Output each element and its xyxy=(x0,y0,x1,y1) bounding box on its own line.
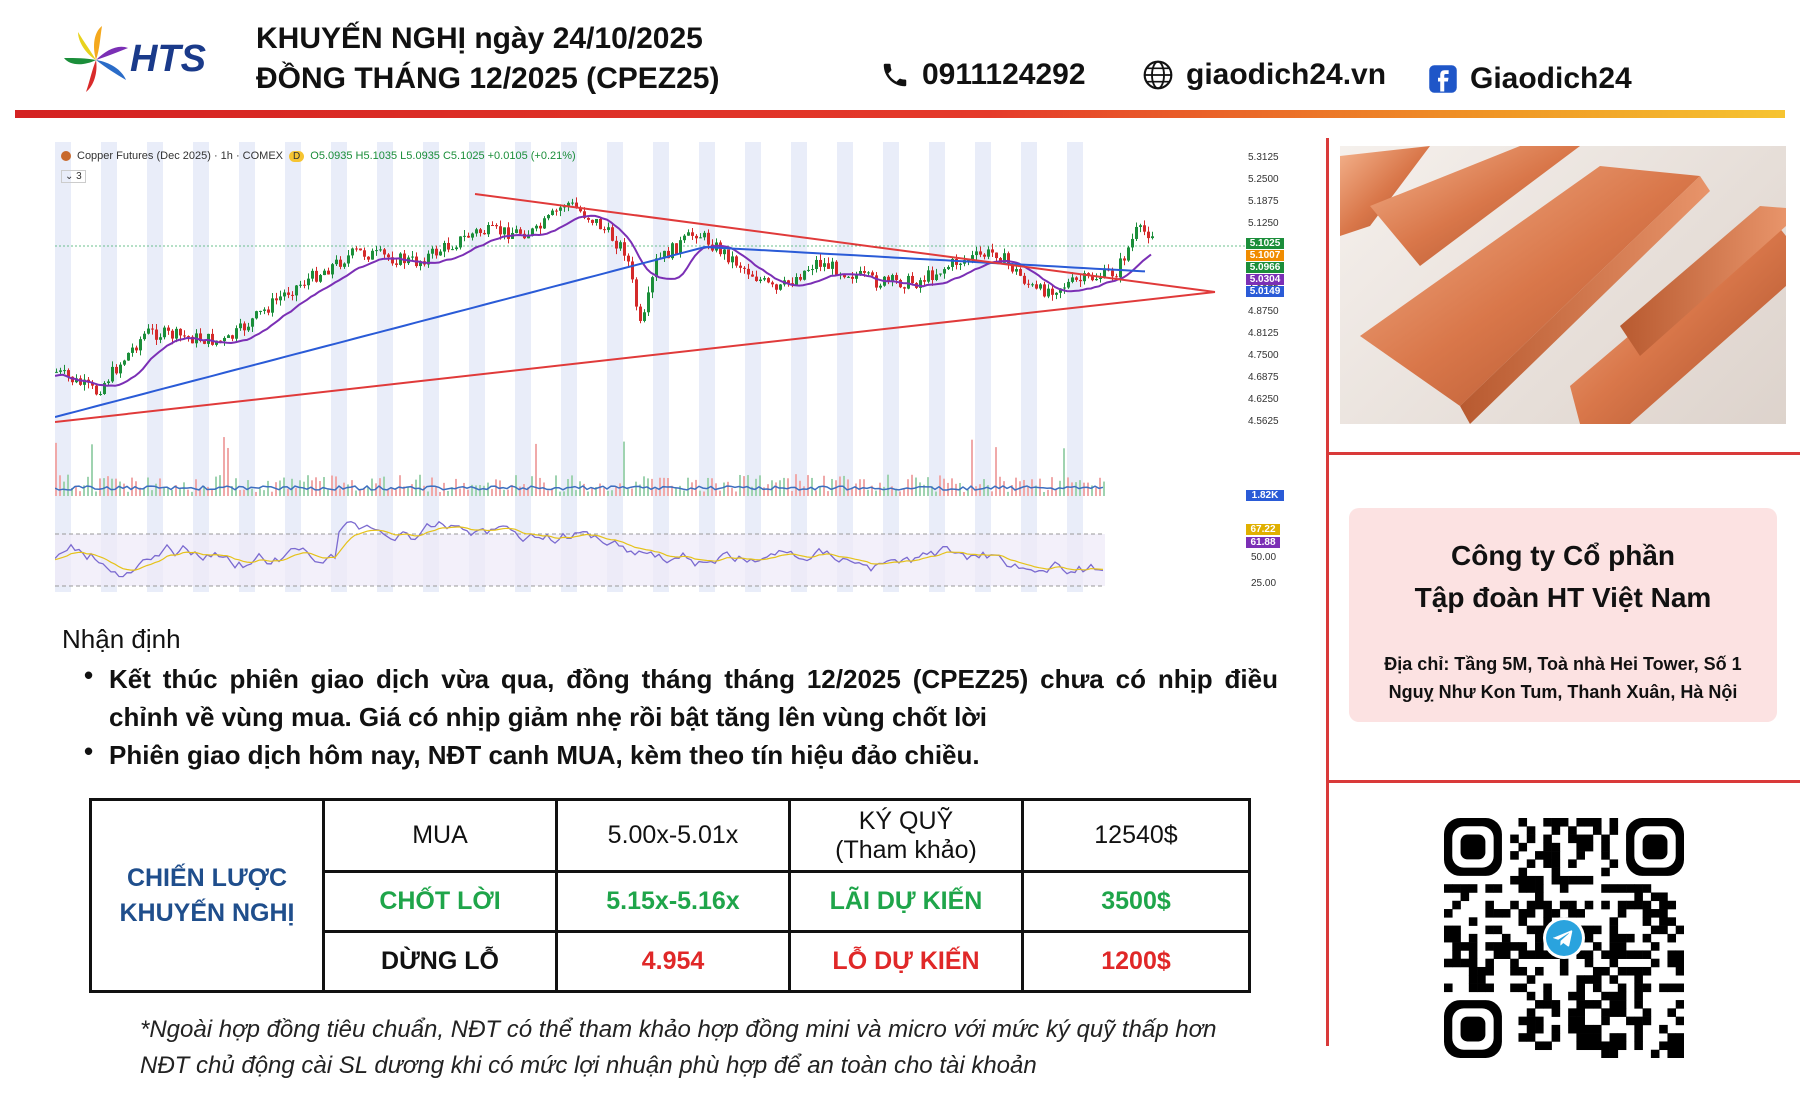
website-contact[interactable]: giaodich24.vn xyxy=(1142,58,1386,92)
price-label: 5.0966 xyxy=(1246,262,1284,273)
phone-contact[interactable]: 0911124292 xyxy=(880,58,1086,92)
buy-label: MUA xyxy=(322,798,558,873)
price-tick: 5.1250 xyxy=(1248,218,1279,229)
chart-legend-title: Copper Futures (Dec 2025) · 1h · COMEX xyxy=(77,150,284,162)
chart-legend: Copper Futures (Dec 2025) · 1h · COMEX D… xyxy=(61,150,576,162)
facebook-icon xyxy=(1429,65,1457,93)
price-label: 5.0304 xyxy=(1246,274,1284,285)
rsi-tick-25: 25.00 xyxy=(1251,578,1277,589)
price-tick: 4.5625 xyxy=(1248,416,1279,427)
copper-icon xyxy=(61,151,71,161)
right-divider-2 xyxy=(1326,780,1800,783)
price-tick: 4.6875 xyxy=(1248,372,1279,383)
stop-loss-label: DỪNG LỖ xyxy=(322,930,558,993)
logo-star-icon xyxy=(64,26,128,92)
margin-label-line1: KÝ QUỸ xyxy=(858,806,954,835)
rsi-label: 67.22 xyxy=(1246,524,1280,535)
rsi-tick-50: 50.00 xyxy=(1251,552,1277,563)
rsi-label: 61.88 xyxy=(1246,537,1280,548)
take-profit-label: CHỐT LỜI xyxy=(322,870,558,933)
analysis-bullet-2-text: Phiên giao dịch hôm nay, NĐT canh MUA, k… xyxy=(109,740,980,770)
price-tick: 5.1875 xyxy=(1248,196,1279,207)
company-address-line1: Địa chỉ: Tầng 5M, Toà nhà Hei Tower, Số … xyxy=(1384,654,1742,674)
price-tick: 4.7500 xyxy=(1248,350,1279,361)
chart-ohlc: O5.0935 H5.1035 L5.0935 C5.1025 +0.0105 … xyxy=(310,150,576,162)
phone-number: 0911124292 xyxy=(922,58,1086,91)
facebook-page: Giaodich24 xyxy=(1470,62,1632,95)
page-title-line1: KHUYẾN NGHỊ ngày 24/10/2025 xyxy=(256,22,703,55)
margin-label-line2: (Tham khảo) xyxy=(835,835,977,864)
buy-range: 5.00x-5.01x xyxy=(555,798,791,873)
triangle-upper-line xyxy=(474,193,1216,293)
price-tick: 4.6250 xyxy=(1248,394,1279,405)
analysis-bullet-1: • Kết thúc phiên giao dịch vừa qua, đồng… xyxy=(84,660,1278,736)
volume-label: 1.82K xyxy=(1246,490,1284,501)
strategy-table: CHIẾN LƯỢC KHUYẾN NGHỊ MUA 5.00x-5.01x K… xyxy=(89,798,1251,993)
price-tick: 4.8750 xyxy=(1248,306,1279,317)
price-chart-svg xyxy=(54,142,1255,592)
analysis-bullet-2: • Phiên giao dịch hôm nay, NĐT canh MUA,… xyxy=(84,736,1278,774)
analysis-heading: Nhận định xyxy=(62,624,181,654)
price-tick: 5.2500 xyxy=(1248,174,1279,185)
company-name-line2: Tập đoàn HT Việt Nam xyxy=(1414,582,1712,613)
footnote-line2: NĐT chủ động cài SL dương khi có mức lợi… xyxy=(140,1052,1037,1079)
phone-icon xyxy=(883,63,907,87)
header-divider xyxy=(15,110,1785,118)
price-chart: Copper Futures (Dec 2025) · 1h · COMEX D… xyxy=(54,142,1295,592)
company-name-line1: Công ty Cổ phần xyxy=(1451,540,1675,571)
globe-icon xyxy=(1143,60,1173,90)
telegram-qr-code[interactable] xyxy=(1444,818,1685,1059)
company-card: Công ty Cổ phần Tập đoàn HT Việt Nam Địa… xyxy=(1349,508,1777,722)
margin-value: 12540$ xyxy=(1021,798,1251,873)
company-address-line2: Nguỵ Như Kon Tum, Thanh Xuân, Hà Nội xyxy=(1388,682,1738,702)
margin-label: KÝ QUỸ (Tham khảo) xyxy=(788,798,1024,873)
telegram-icon xyxy=(1543,917,1585,959)
footnote-line1: *Ngoài hợp đồng tiêu chuẩn, NĐT có thể t… xyxy=(140,1016,1217,1043)
price-label: 5.1025 xyxy=(1246,238,1284,249)
page-title-line2: ĐỒNG THÁNG 12/2025 (CPEZ25) xyxy=(256,62,720,95)
expected-loss-label: LỖ DỰ KIẾN xyxy=(788,930,1024,993)
price-label: 5.1007 xyxy=(1246,250,1284,261)
logo: HTS xyxy=(60,22,210,100)
analysis-bullet-1-text: Kết thúc phiên giao dịch vừa qua, đồng t… xyxy=(109,664,1278,732)
price-label: 5.0149 xyxy=(1246,286,1284,297)
collapse-toggle[interactable]: ⌄ 3 xyxy=(61,170,86,183)
price-tick: 5.3125 xyxy=(1248,152,1279,163)
right-column-divider xyxy=(1326,138,1329,1046)
triangle-lower-line xyxy=(54,291,1216,423)
website-link: giaodich24.vn xyxy=(1186,58,1387,91)
interval-badge: D xyxy=(289,150,305,162)
expected-profit-value: 3500$ xyxy=(1021,870,1251,933)
strategy-label-line2: KHUYẾN NGHỊ xyxy=(119,898,295,927)
right-divider-1 xyxy=(1326,452,1800,455)
facebook-contact[interactable]: Giaodich24 xyxy=(1428,62,1632,96)
strategy-label-line1: CHIẾN LƯỢC xyxy=(126,863,288,892)
take-profit-range: 5.15x-5.16x xyxy=(555,870,791,933)
logo-text: HTS xyxy=(130,38,206,80)
price-tick: 4.8125 xyxy=(1248,328,1279,339)
strategy-label: CHIẾN LƯỢC KHUYẾN NGHỊ xyxy=(89,798,325,993)
stop-loss-value: 4.954 xyxy=(555,930,791,993)
expected-profit-label: LÃI DỰ KIẾN xyxy=(788,870,1024,933)
expected-loss-value: 1200$ xyxy=(1021,930,1251,993)
copper-bars-image xyxy=(1340,146,1786,424)
